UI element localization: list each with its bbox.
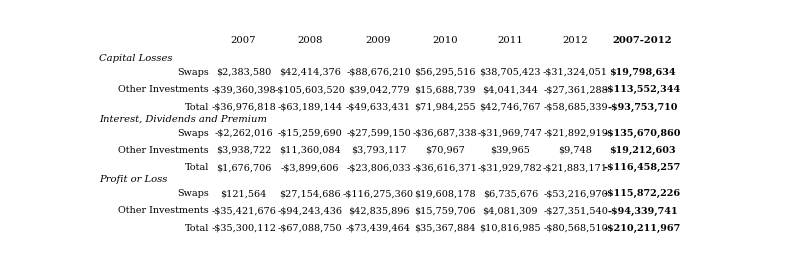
Text: 2007: 2007 xyxy=(231,36,256,45)
Text: -$3,899,606: -$3,899,606 xyxy=(281,163,340,172)
Text: $4,041,344: $4,041,344 xyxy=(483,85,538,94)
Text: -$21,892,919: -$21,892,919 xyxy=(543,129,608,137)
Text: $4,081,309: $4,081,309 xyxy=(483,206,538,216)
Text: -$49,633,431: -$49,633,431 xyxy=(346,103,411,112)
Text: $1,676,706: $1,676,706 xyxy=(216,163,271,172)
Text: -$63,189,144: -$63,189,144 xyxy=(277,103,343,112)
Text: $10,816,985: $10,816,985 xyxy=(479,224,541,233)
Text: $3,938,722: $3,938,722 xyxy=(216,146,271,155)
Text: $15,759,706: $15,759,706 xyxy=(414,206,476,216)
Text: $35,367,884: $35,367,884 xyxy=(414,224,476,233)
Text: $42,835,896: $42,835,896 xyxy=(347,206,410,216)
Text: $42,746,767: $42,746,767 xyxy=(479,103,541,112)
Text: -$93,753,710: -$93,753,710 xyxy=(608,103,678,112)
Text: Other Investments: Other Investments xyxy=(119,85,209,94)
Text: -$31,969,747: -$31,969,747 xyxy=(478,129,543,137)
Text: -$105,603,520: -$105,603,520 xyxy=(275,85,346,94)
Text: -$94,339,741: -$94,339,741 xyxy=(608,206,678,216)
Text: -$115,872,226: -$115,872,226 xyxy=(604,189,681,198)
Text: -$35,300,112: -$35,300,112 xyxy=(211,224,276,233)
Text: $71,984,255: $71,984,255 xyxy=(414,103,476,112)
Text: -$27,599,150: -$27,599,150 xyxy=(346,129,411,137)
Text: -$31,324,051: -$31,324,051 xyxy=(543,68,608,77)
Text: 2012: 2012 xyxy=(563,36,589,45)
Text: Total: Total xyxy=(185,103,209,112)
Text: Other Investments: Other Investments xyxy=(119,206,209,216)
Text: -$80,568,510: -$80,568,510 xyxy=(543,224,608,233)
Text: -$21,883,171: -$21,883,171 xyxy=(543,163,608,172)
Text: $3,793,117: $3,793,117 xyxy=(351,146,406,155)
Text: -$15,259,690: -$15,259,690 xyxy=(278,129,343,137)
Text: -$31,929,782: -$31,929,782 xyxy=(478,163,542,172)
Text: Swaps: Swaps xyxy=(178,189,209,198)
Text: -$113,552,344: -$113,552,344 xyxy=(604,85,681,94)
Text: 2010: 2010 xyxy=(432,36,458,45)
Text: -$67,088,750: -$67,088,750 xyxy=(278,224,343,233)
Text: $56,295,516: $56,295,516 xyxy=(414,68,476,77)
Text: -$73,439,464: -$73,439,464 xyxy=(346,224,411,233)
Text: -$94,243,436: -$94,243,436 xyxy=(277,206,343,216)
Text: $70,967: $70,967 xyxy=(425,146,465,155)
Text: -$36,976,818: -$36,976,818 xyxy=(211,103,276,112)
Text: -$210,211,967: -$210,211,967 xyxy=(604,224,681,233)
Text: -$36,616,371: -$36,616,371 xyxy=(413,163,478,172)
Text: -$135,670,860: -$135,670,860 xyxy=(604,129,681,137)
Text: $19,608,178: $19,608,178 xyxy=(414,189,476,198)
Text: Interest, Dividends and Premium: Interest, Dividends and Premium xyxy=(100,115,267,124)
Text: $6,735,676: $6,735,676 xyxy=(483,189,538,198)
Text: Swaps: Swaps xyxy=(178,68,209,77)
Text: -$116,275,360: -$116,275,360 xyxy=(343,189,414,198)
Text: -$23,806,033: -$23,806,033 xyxy=(346,163,411,172)
Text: -$88,676,210: -$88,676,210 xyxy=(346,68,411,77)
Text: -$35,421,676: -$35,421,676 xyxy=(211,206,276,216)
Text: -$58,685,339: -$58,685,339 xyxy=(543,103,608,112)
Text: Other Investments: Other Investments xyxy=(119,146,209,155)
Text: 2011: 2011 xyxy=(498,36,523,45)
Text: $39,965: $39,965 xyxy=(490,146,531,155)
Text: Total: Total xyxy=(185,224,209,233)
Text: $27,154,686: $27,154,686 xyxy=(279,189,341,198)
Text: -$2,262,016: -$2,262,016 xyxy=(215,129,273,137)
Text: $121,564: $121,564 xyxy=(220,189,266,198)
Text: 2008: 2008 xyxy=(297,36,323,45)
Text: $39,042,779: $39,042,779 xyxy=(347,85,410,94)
Text: Total: Total xyxy=(185,163,209,172)
Text: 2009: 2009 xyxy=(365,36,391,45)
Text: -$53,216,970: -$53,216,970 xyxy=(543,189,608,198)
Text: -$27,361,288: -$27,361,288 xyxy=(543,85,608,94)
Text: -$116,458,257: -$116,458,257 xyxy=(604,163,681,172)
Text: 2007-2012: 2007-2012 xyxy=(613,36,672,45)
Text: Capital Losses: Capital Losses xyxy=(100,54,173,63)
Text: $42,414,376: $42,414,376 xyxy=(279,68,341,77)
Text: -$27,351,540: -$27,351,540 xyxy=(543,206,608,216)
Text: $2,383,580: $2,383,580 xyxy=(216,68,271,77)
Text: -$39,360,398: -$39,360,398 xyxy=(211,85,276,94)
Text: $38,705,423: $38,705,423 xyxy=(479,68,541,77)
Text: -$36,687,338: -$36,687,338 xyxy=(413,129,477,137)
Text: $11,360,084: $11,360,084 xyxy=(279,146,341,155)
Text: $9,748: $9,748 xyxy=(559,146,593,155)
Text: Profit or Loss: Profit or Loss xyxy=(100,175,168,184)
Text: $19,798,634: $19,798,634 xyxy=(609,68,676,77)
Text: $15,688,739: $15,688,739 xyxy=(414,85,476,94)
Text: $19,212,603: $19,212,603 xyxy=(609,146,676,155)
Text: Swaps: Swaps xyxy=(178,129,209,137)
